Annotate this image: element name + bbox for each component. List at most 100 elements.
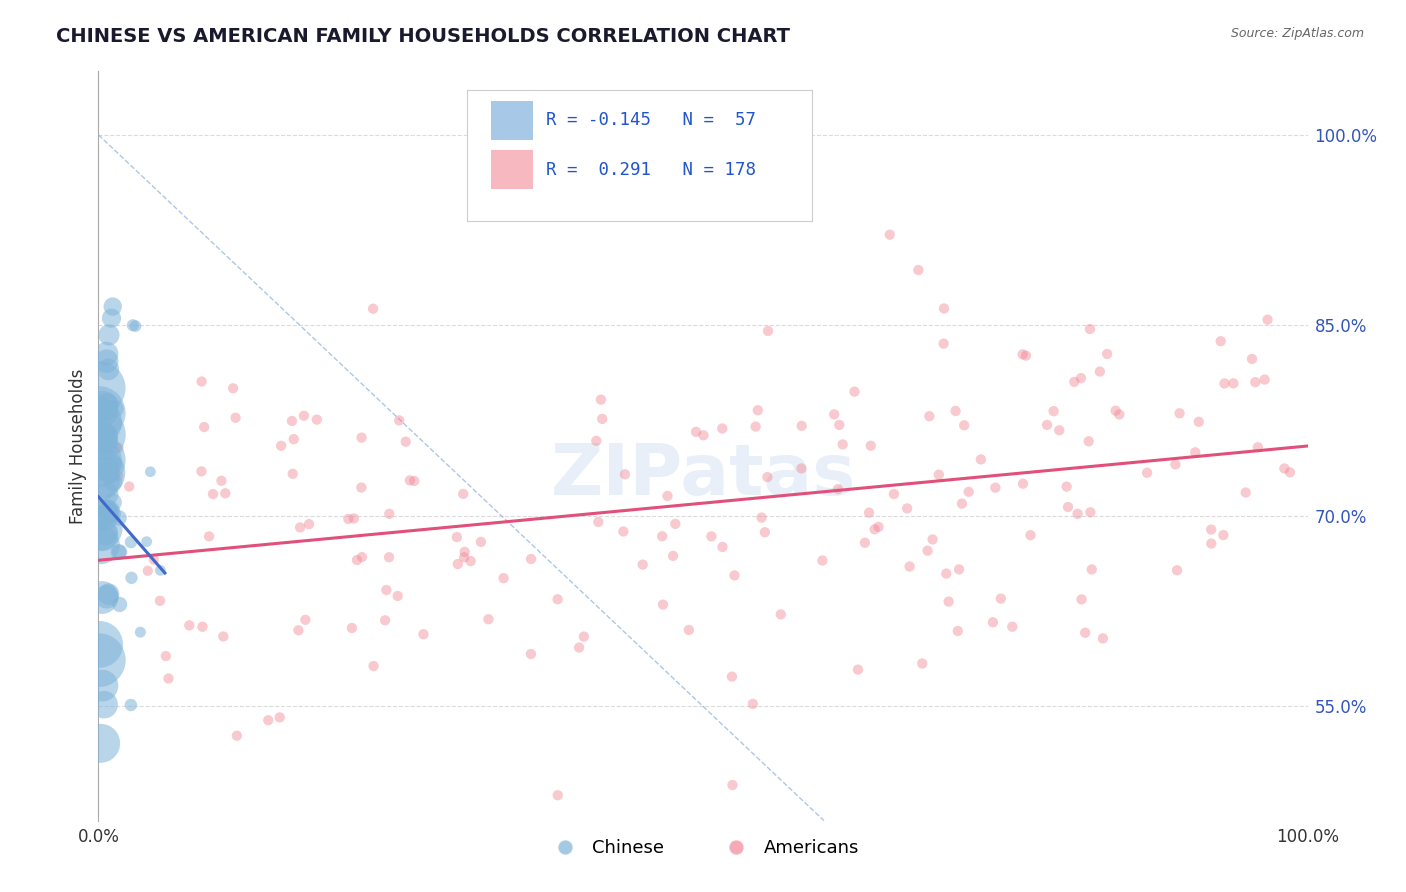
- Point: [107, 469, 129, 483]
- Point: [823, 408, 845, 422]
- Point: [831, 437, 853, 451]
- Point: [149, 594, 172, 608]
- Point: [591, 412, 613, 426]
- Point: [652, 598, 675, 612]
- Point: [98, 328, 121, 343]
- Point: [343, 511, 366, 525]
- Point: [751, 510, 773, 524]
- FancyBboxPatch shape: [492, 102, 533, 140]
- Point: [193, 420, 215, 434]
- Point: [451, 487, 474, 501]
- Point: [1108, 408, 1130, 422]
- Point: [93, 429, 115, 443]
- Point: [124, 319, 146, 334]
- Point: [1011, 347, 1033, 361]
- Point: [270, 439, 292, 453]
- Point: [453, 545, 475, 559]
- Point: [1078, 322, 1101, 336]
- Point: [1042, 404, 1064, 418]
- Point: [744, 419, 766, 434]
- Point: [190, 375, 212, 389]
- Point: [87, 406, 110, 420]
- Point: [1080, 505, 1102, 519]
- Point: [89, 415, 111, 429]
- Point: [883, 487, 905, 501]
- Point: [1001, 620, 1024, 634]
- Point: [1166, 563, 1188, 577]
- Point: [96, 461, 118, 475]
- Point: [89, 452, 111, 467]
- Point: [1091, 632, 1114, 646]
- Y-axis label: Family Households: Family Households: [69, 368, 87, 524]
- Point: [953, 418, 976, 433]
- Point: [91, 591, 114, 605]
- Point: [350, 431, 373, 445]
- Point: [222, 381, 245, 395]
- Point: [631, 558, 654, 572]
- Point: [1188, 415, 1211, 429]
- Point: [93, 698, 115, 712]
- Point: [298, 517, 321, 532]
- Point: [179, 618, 201, 632]
- Point: [1253, 373, 1275, 387]
- Point: [1244, 375, 1267, 389]
- Point: [492, 571, 515, 585]
- Point: [1015, 349, 1038, 363]
- Point: [198, 529, 221, 543]
- Point: [346, 553, 368, 567]
- Point: [651, 529, 673, 543]
- Point: [446, 530, 468, 544]
- Point: [292, 409, 315, 423]
- Point: [375, 582, 398, 597]
- Point: [547, 592, 569, 607]
- Point: [100, 507, 122, 521]
- Point: [1056, 480, 1078, 494]
- Point: [294, 613, 316, 627]
- Point: [118, 479, 141, 493]
- Point: [96, 398, 118, 412]
- Point: [287, 624, 309, 638]
- Point: [859, 439, 882, 453]
- Point: [91, 529, 114, 543]
- Point: [769, 607, 792, 622]
- Point: [283, 432, 305, 446]
- Point: [1213, 376, 1236, 391]
- Point: [1019, 528, 1042, 542]
- Point: [1209, 334, 1232, 349]
- Point: [94, 525, 117, 540]
- Text: R =  0.291   N = 178: R = 0.291 N = 178: [546, 161, 756, 178]
- Point: [948, 562, 970, 576]
- Point: [337, 512, 360, 526]
- Point: [87, 427, 110, 442]
- Point: [395, 434, 418, 449]
- Point: [938, 594, 960, 608]
- Point: [97, 362, 120, 376]
- Point: [921, 533, 943, 547]
- Point: [572, 630, 595, 644]
- Point: [827, 482, 849, 496]
- Point: [1077, 434, 1099, 449]
- Point: [387, 589, 409, 603]
- Point: [97, 503, 120, 517]
- Point: [723, 568, 745, 582]
- Point: [121, 571, 143, 585]
- Point: [91, 399, 114, 413]
- Point: [984, 481, 1007, 495]
- Point: [388, 413, 411, 427]
- Point: [94, 506, 117, 520]
- Point: [935, 566, 957, 581]
- Point: [678, 623, 700, 637]
- Point: [340, 621, 363, 635]
- Point: [350, 550, 373, 565]
- Point: [756, 470, 779, 484]
- Point: [790, 461, 813, 475]
- Point: [918, 409, 941, 424]
- Point: [257, 713, 280, 727]
- Point: [91, 431, 114, 445]
- Point: [107, 441, 129, 455]
- Point: [858, 506, 880, 520]
- Point: [96, 487, 118, 501]
- FancyBboxPatch shape: [492, 150, 533, 189]
- Point: [91, 679, 114, 693]
- Point: [87, 453, 110, 467]
